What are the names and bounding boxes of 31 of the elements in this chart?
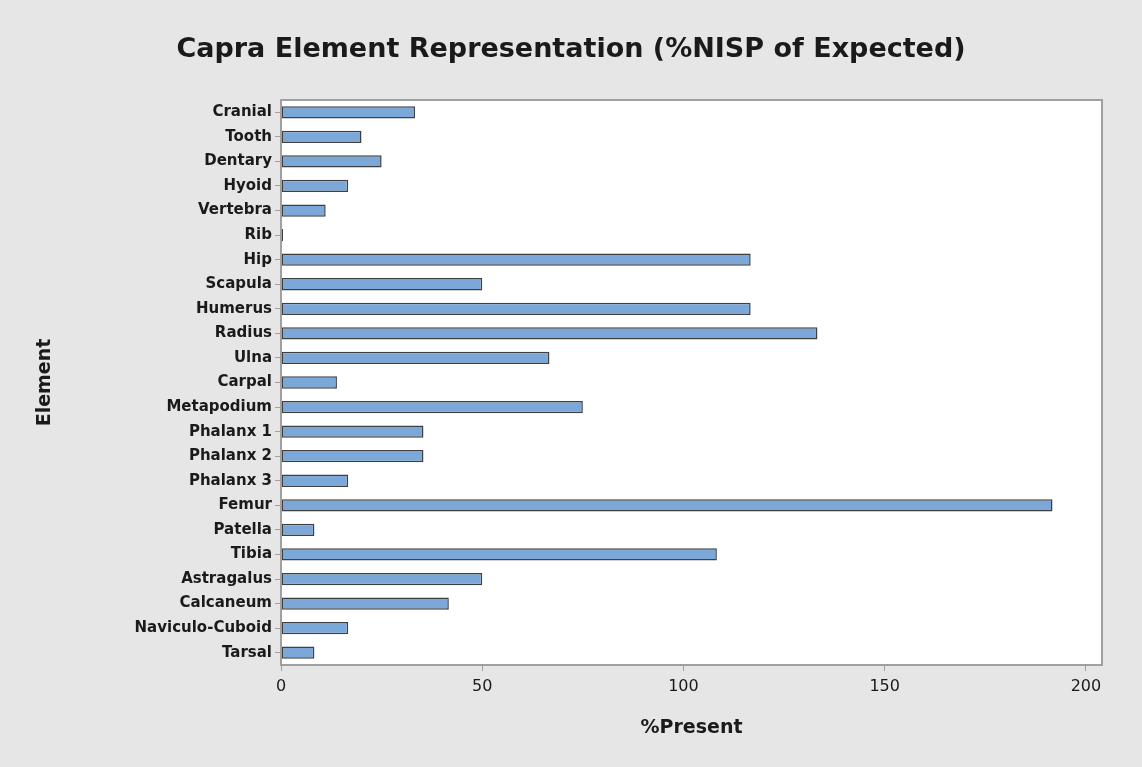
y-tick-label: Rib bbox=[244, 225, 273, 243]
y-tick-label: Humerus bbox=[195, 298, 273, 317]
y-tick-label: Dentary bbox=[204, 151, 273, 170]
y-tick-label: Astragalus bbox=[181, 568, 273, 587]
x-tick-label: 200 bbox=[1070, 675, 1102, 695]
y-tick-label: Phalanx 2 bbox=[188, 446, 272, 465]
y-tick-label: Tooth bbox=[225, 126, 272, 145]
y-tick-label: Femur bbox=[218, 495, 273, 514]
y-tick-label: Ulna bbox=[233, 347, 272, 366]
y-tick-label: Radius bbox=[214, 323, 273, 342]
y-tick-label: Hip bbox=[243, 249, 273, 268]
y-tick-label: Phalanx 1 bbox=[188, 421, 272, 440]
y-tick-label: Calcaneum bbox=[179, 593, 272, 612]
y-tick-label: Patella bbox=[213, 519, 272, 538]
y-tick-label: Cranial bbox=[212, 102, 272, 121]
x-axis-title: %Present bbox=[640, 714, 743, 737]
y-tick-label: Carpal bbox=[217, 372, 272, 391]
x-tick-label: 100 bbox=[668, 675, 699, 695]
y-tick-label: Scapula bbox=[205, 274, 272, 293]
y-tick-label: Phalanx 3 bbox=[188, 470, 272, 489]
chart-title: Capra Element Representation (%NISP of Expected) bbox=[176, 32, 966, 64]
y-tick-label: Tibia bbox=[230, 544, 272, 563]
y-tick-label: Tarsal bbox=[221, 642, 272, 661]
x-tick-label: 150 bbox=[869, 675, 900, 695]
y-tick-label: Metapodium bbox=[166, 396, 272, 415]
x-tick-label: 0 bbox=[275, 675, 287, 695]
y-tick-label: Vertebra bbox=[198, 200, 272, 219]
x-tick-label: 50 bbox=[472, 675, 493, 695]
y-tick-label: Hyoid bbox=[223, 175, 272, 194]
y-tick-label: Naviculo-Cuboid bbox=[134, 618, 272, 637]
y-axis-title: Element bbox=[32, 338, 55, 427]
